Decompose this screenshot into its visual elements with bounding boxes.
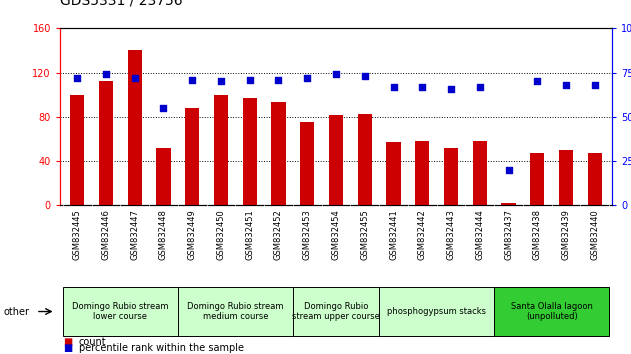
- Text: GSM832443: GSM832443: [447, 209, 456, 260]
- Text: GSM832446: GSM832446: [102, 209, 110, 260]
- Text: GSM832451: GSM832451: [245, 209, 254, 260]
- Text: GDS5331 / 23756: GDS5331 / 23756: [60, 0, 182, 7]
- Bar: [386, 142, 401, 205]
- Bar: [444, 148, 458, 205]
- Bar: [127, 51, 142, 205]
- Text: GSM832452: GSM832452: [274, 209, 283, 260]
- Text: ■: ■: [63, 337, 73, 347]
- Text: Domingo Rubio
stream upper course: Domingo Rubio stream upper course: [292, 302, 380, 321]
- Point: [561, 82, 571, 88]
- Text: GSM832437: GSM832437: [504, 209, 513, 260]
- Text: Domingo Rubio stream
lower course: Domingo Rubio stream lower course: [72, 302, 168, 321]
- Bar: [587, 153, 602, 205]
- Point: [273, 77, 283, 82]
- Point: [533, 79, 543, 84]
- Text: GSM832453: GSM832453: [303, 209, 312, 260]
- Bar: [242, 98, 257, 205]
- Bar: [473, 141, 487, 205]
- Bar: [530, 153, 545, 205]
- Text: ■: ■: [63, 343, 73, 353]
- Text: GSM832445: GSM832445: [73, 209, 81, 260]
- Bar: [70, 95, 85, 205]
- Point: [475, 84, 485, 90]
- Text: GSM832447: GSM832447: [130, 209, 139, 260]
- Point: [101, 72, 111, 77]
- Bar: [415, 141, 430, 205]
- Point: [72, 75, 82, 81]
- Text: Santa Olalla lagoon
(unpolluted): Santa Olalla lagoon (unpolluted): [510, 302, 593, 321]
- Text: GSM832448: GSM832448: [159, 209, 168, 260]
- Text: percentile rank within the sample: percentile rank within the sample: [79, 343, 244, 353]
- Point: [360, 73, 370, 79]
- Point: [504, 167, 514, 173]
- Text: GSM832444: GSM832444: [475, 209, 484, 260]
- Text: GSM832441: GSM832441: [389, 209, 398, 260]
- Point: [216, 79, 226, 84]
- Text: GSM832438: GSM832438: [533, 209, 542, 260]
- Text: GSM832449: GSM832449: [188, 209, 197, 260]
- Text: other: other: [3, 307, 29, 316]
- Text: Domingo Rubio stream
medium course: Domingo Rubio stream medium course: [187, 302, 283, 321]
- Point: [446, 86, 456, 91]
- Bar: [329, 115, 343, 205]
- Text: phosphogypsum stacks: phosphogypsum stacks: [387, 307, 486, 316]
- Bar: [185, 108, 199, 205]
- Text: GSM832450: GSM832450: [216, 209, 225, 260]
- Bar: [300, 122, 314, 205]
- Point: [417, 84, 427, 90]
- Point: [331, 72, 341, 77]
- Bar: [559, 150, 573, 205]
- Bar: [214, 95, 228, 205]
- Text: GSM832439: GSM832439: [562, 209, 570, 260]
- Bar: [271, 102, 286, 205]
- Text: GSM832454: GSM832454: [331, 209, 341, 260]
- Point: [129, 75, 139, 81]
- Bar: [99, 81, 113, 205]
- Point: [302, 75, 312, 81]
- Text: GSM832440: GSM832440: [591, 209, 599, 260]
- Bar: [156, 148, 170, 205]
- Bar: [358, 114, 372, 205]
- Bar: [502, 203, 516, 205]
- Text: count: count: [79, 337, 107, 347]
- Point: [158, 105, 168, 111]
- Text: GSM832442: GSM832442: [418, 209, 427, 260]
- Point: [187, 77, 198, 82]
- Point: [389, 84, 399, 90]
- Text: GSM832455: GSM832455: [360, 209, 369, 260]
- Point: [245, 77, 255, 82]
- Point: [590, 82, 600, 88]
